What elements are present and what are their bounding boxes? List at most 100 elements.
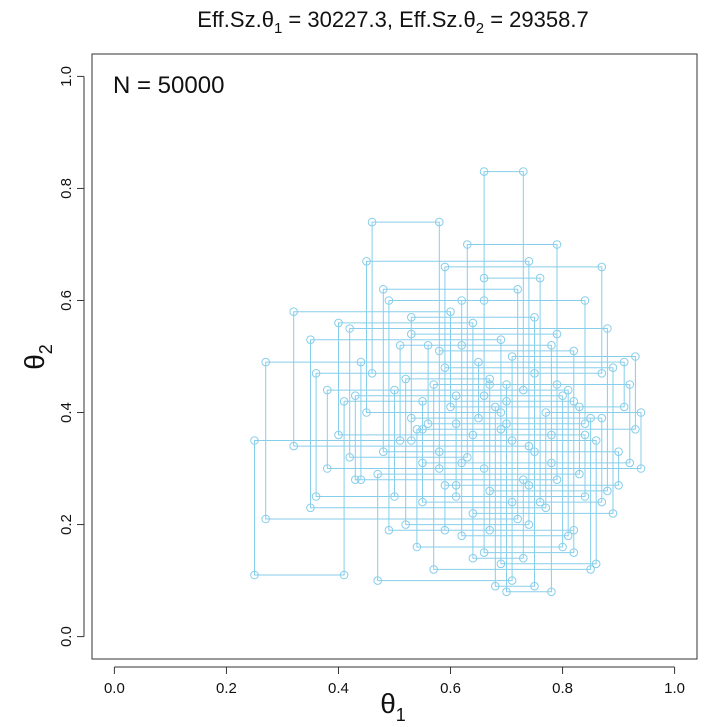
sample-point bbox=[597, 413, 607, 423]
sample-point bbox=[323, 464, 332, 473]
sample-point bbox=[379, 285, 388, 294]
sample-point bbox=[502, 419, 511, 429]
sample-point bbox=[625, 380, 635, 389]
sample-point bbox=[356, 475, 366, 485]
x-axis: 0.0 0.2 0.4 0.6 0.8 1.0 bbox=[104, 666, 685, 697]
y-tick-label: 0.8 bbox=[58, 178, 75, 199]
sample-point bbox=[474, 357, 483, 367]
y-tick-label: 0.0 bbox=[58, 626, 75, 647]
y-axis: 0.0 0.2 0.4 0.6 0.8 1.0 bbox=[58, 66, 85, 647]
sample-point bbox=[463, 240, 472, 249]
sample-point bbox=[524, 441, 534, 451]
sample-point bbox=[468, 430, 478, 440]
sample-point bbox=[547, 587, 556, 597]
sample-point bbox=[367, 369, 377, 378]
sample-point bbox=[535, 497, 545, 507]
x-tick-label: 1.0 bbox=[664, 680, 685, 697]
sample-point bbox=[591, 559, 601, 569]
sample-point bbox=[530, 369, 539, 378]
x-tick-label: 0.4 bbox=[328, 680, 349, 697]
sample-point bbox=[457, 458, 467, 468]
sample-point bbox=[457, 296, 467, 305]
sample-point bbox=[519, 385, 528, 395]
y-axis-label-sub: 2 bbox=[36, 344, 56, 354]
sample-point bbox=[491, 581, 500, 591]
sample-point bbox=[502, 587, 511, 597]
sample-size-annotation: N = 50000 bbox=[113, 72, 224, 99]
title-left-sub: 1 bbox=[274, 20, 282, 37]
x-axis-label-symbol: θ bbox=[380, 688, 396, 719]
sample-point bbox=[457, 531, 467, 541]
title-left-value: = 30227.3, bbox=[282, 7, 399, 32]
sample-point bbox=[407, 413, 416, 423]
sample-point bbox=[423, 419, 433, 429]
sample-point bbox=[407, 329, 416, 339]
sample-point bbox=[351, 475, 360, 485]
plot-frame bbox=[91, 53, 698, 660]
sample-point bbox=[519, 553, 528, 563]
sample-point bbox=[440, 525, 450, 535]
title-left-prefix: Eff.Sz.θ bbox=[197, 7, 274, 32]
sample-point bbox=[580, 430, 590, 440]
series-line bbox=[254, 171, 642, 593]
title-right-value: = 29358.7 bbox=[484, 7, 589, 32]
sample-point bbox=[412, 425, 422, 434]
sample-point bbox=[289, 307, 299, 317]
sample-point bbox=[379, 447, 388, 457]
sample-point bbox=[479, 464, 489, 473]
x-tick-label: 0.0 bbox=[104, 680, 125, 697]
sample-point bbox=[636, 408, 646, 417]
sample-point bbox=[524, 481, 534, 490]
sample-point bbox=[334, 318, 343, 328]
sample-point bbox=[552, 380, 562, 389]
sample-point bbox=[631, 352, 640, 361]
sample-point bbox=[446, 307, 455, 317]
title-right-prefix: Eff.Sz.θ bbox=[399, 7, 476, 32]
title-right-sub: 2 bbox=[476, 20, 484, 37]
sample-point bbox=[614, 447, 623, 457]
sample-point bbox=[625, 458, 635, 468]
sample-point bbox=[479, 548, 489, 557]
x-tick-label: 0.6 bbox=[440, 680, 461, 697]
sample-point bbox=[591, 436, 601, 445]
x-axis-label: θ1 bbox=[380, 688, 406, 725]
sample-point bbox=[356, 357, 366, 367]
sample-point bbox=[250, 436, 259, 445]
sample-point bbox=[401, 520, 411, 529]
sample-point bbox=[261, 514, 271, 524]
sample-point bbox=[412, 542, 422, 552]
sample-point bbox=[440, 481, 450, 490]
sample-point bbox=[407, 313, 416, 322]
sample-point bbox=[435, 217, 444, 227]
y-tick-label: 0.4 bbox=[58, 402, 75, 423]
sample-point bbox=[463, 453, 472, 462]
sample-point bbox=[485, 486, 495, 496]
sample-point bbox=[311, 492, 321, 501]
sample-point bbox=[558, 391, 567, 401]
sample-point bbox=[608, 509, 618, 518]
sample-point bbox=[468, 318, 478, 328]
sample-point bbox=[502, 380, 511, 389]
sample-point bbox=[339, 397, 349, 406]
sample-point bbox=[552, 475, 562, 485]
y-tick-label: 1.0 bbox=[58, 66, 75, 87]
sample-point bbox=[384, 525, 394, 535]
sample-point bbox=[468, 553, 478, 563]
sample-point bbox=[569, 548, 579, 557]
sample-point bbox=[339, 570, 349, 580]
sample-point bbox=[519, 475, 528, 485]
sample-point bbox=[423, 341, 433, 350]
sample-point bbox=[586, 413, 595, 423]
x-axis-label-sub: 1 bbox=[396, 705, 406, 725]
sample-point bbox=[496, 425, 506, 434]
sample-point bbox=[631, 425, 640, 434]
sample-point bbox=[250, 570, 259, 580]
sample-point bbox=[575, 402, 584, 412]
sample-point bbox=[306, 335, 315, 345]
sample-point bbox=[362, 408, 371, 417]
sample-point bbox=[496, 559, 506, 569]
sample-point bbox=[502, 397, 511, 406]
sample-point bbox=[597, 497, 607, 507]
sample-point bbox=[261, 357, 271, 367]
